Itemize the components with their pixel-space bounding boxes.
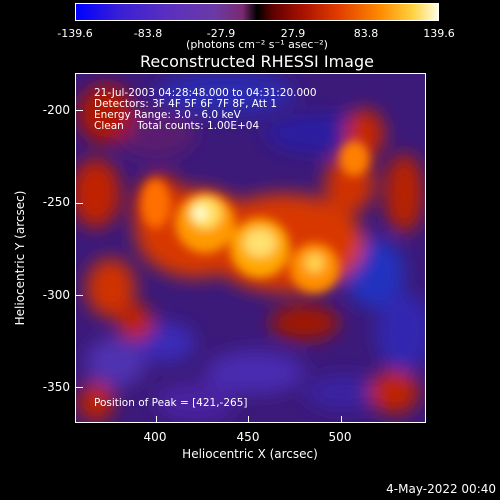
plot-date: 4-May-2022 00:40 xyxy=(386,482,496,496)
y-tick-label: -200 xyxy=(42,103,70,117)
heatmap-image xyxy=(76,74,425,422)
info-detectors: Detectors: 3F 4F 5F 6F 7F 8F, Att 1 xyxy=(94,98,278,110)
y-axis-label: Heliocentric Y (arcsec) xyxy=(13,190,27,326)
info-peak-position: Position of Peak = [421,-265] xyxy=(94,397,248,409)
y-tick-label: -350 xyxy=(42,380,70,394)
colorbar-tick: -139.6 xyxy=(57,27,93,40)
x-tick-label: 450 xyxy=(236,430,260,444)
colorbar-units: (photons cm⁻² s⁻¹ asec⁻²) xyxy=(186,38,328,51)
info-time-range: 21-Jul-2003 04:28:48.000 to 04:31:20.000 xyxy=(94,87,317,99)
x-tickmark xyxy=(341,416,342,422)
y-tickmark xyxy=(76,203,83,204)
x-tick-label: 500 xyxy=(328,430,352,444)
colorbar-tick: -27.9 xyxy=(206,27,236,40)
colorbar xyxy=(75,3,439,21)
rhessi-image-plot: 21-Jul-2003 04:28:48.000 to 04:31:20.000… xyxy=(75,73,426,423)
y-tickmark xyxy=(76,295,83,296)
y-tick-label: -250 xyxy=(42,195,70,209)
x-axis-label: Heliocentric X (arcsec) xyxy=(182,447,318,461)
colorbar-tick: -83.8 xyxy=(133,27,163,40)
y-tick-label: -300 xyxy=(42,288,70,302)
x-tickmark xyxy=(248,416,249,422)
image-title: Reconstructed RHESSI Image xyxy=(140,52,374,71)
colorbar-tick: 27.9 xyxy=(280,27,306,40)
colorbar-tick: 83.8 xyxy=(353,27,379,40)
x-tickmark xyxy=(156,416,157,422)
x-tick-label: 400 xyxy=(143,430,167,444)
info-energy-range: Energy Range: 3.0 - 6.0 keV xyxy=(94,109,241,121)
y-tickmark xyxy=(76,110,83,111)
info-method-counts: Clean Total counts: 1.00E+04 xyxy=(94,120,260,132)
colorbar-tick: 139.6 xyxy=(423,27,455,40)
y-tickmark xyxy=(76,387,83,388)
